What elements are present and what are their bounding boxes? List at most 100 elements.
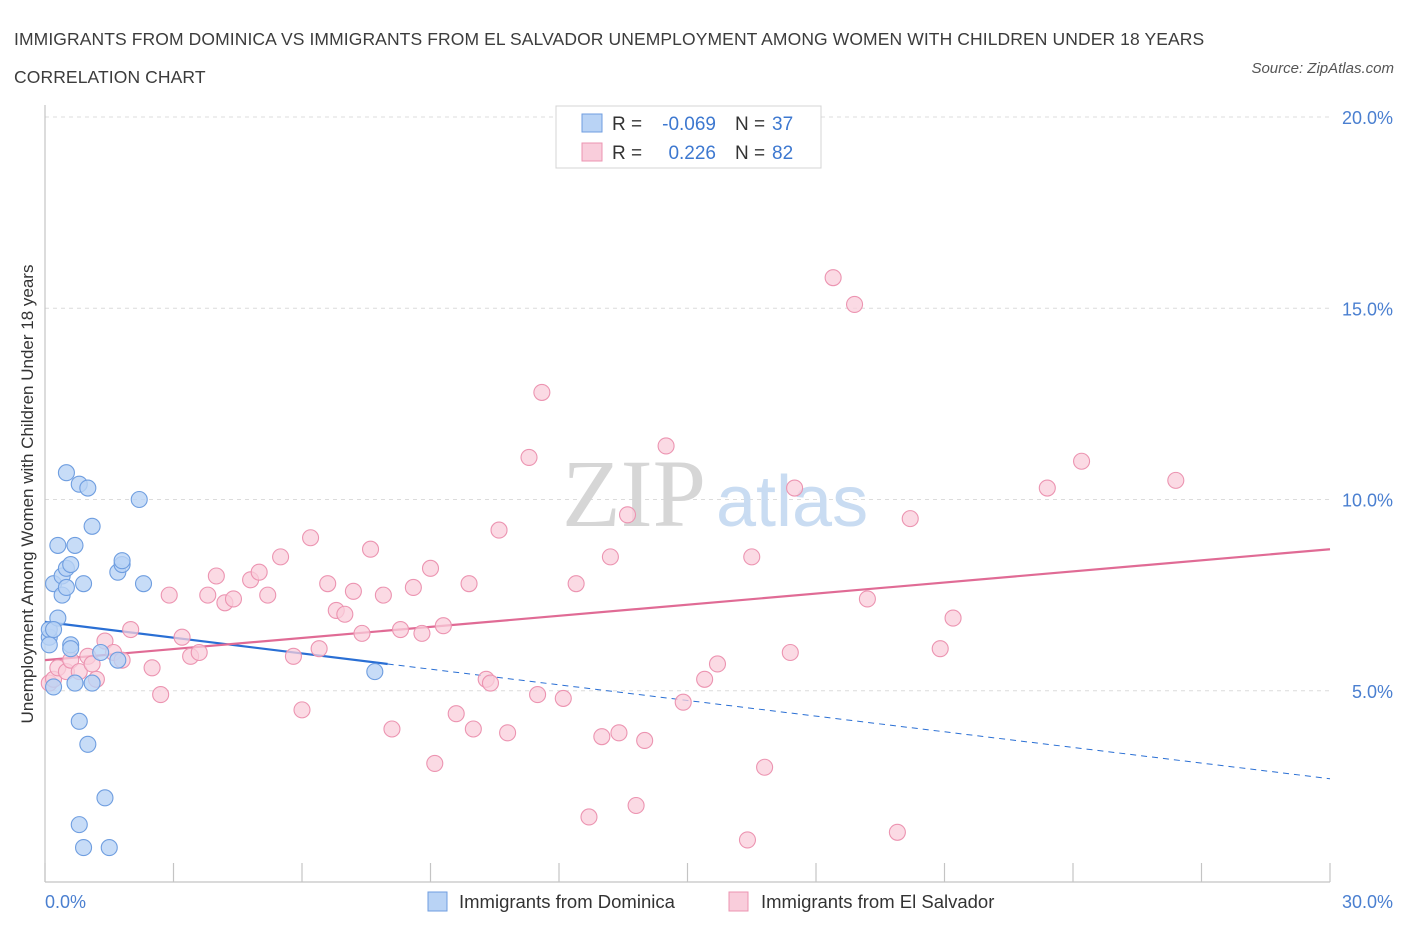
legend-swatch-elsalvador: [581, 142, 603, 162]
point-elsalvador: [344, 582, 362, 600]
point-elsalvador: [490, 521, 508, 539]
x-tick-label: 30.0%: [1342, 892, 1393, 912]
point-elsalvador: [460, 575, 478, 593]
point-elsalvador: [529, 686, 547, 704]
legend-n-value-dominica: 37: [772, 114, 793, 135]
point-elsalvador: [199, 586, 217, 604]
series-legend-label-dominica: Immigrants from Dominica: [459, 891, 676, 912]
series-legend: Immigrants from Dominica Immigrants from…: [427, 891, 994, 912]
point-dominica: [49, 536, 67, 554]
point-dominica: [83, 517, 101, 535]
tick-labels: 5.0% 10.0% 15.0% 20.0% 0.0% 30.0%: [45, 108, 1393, 912]
point-elsalvador: [421, 559, 440, 577]
point-elsalvador: [122, 620, 140, 639]
point-dominica: [83, 674, 101, 692]
data-points: [40, 269, 1185, 857]
point-elsalvador: [434, 617, 452, 635]
point-dominica: [57, 464, 75, 482]
point-dominica: [75, 575, 93, 593]
point-elsalvador: [657, 437, 675, 455]
point-elsalvador: [567, 575, 585, 593]
point-elsalvador: [901, 510, 919, 528]
point-elsalvador: [302, 529, 320, 547]
point-elsalvador: [383, 720, 401, 738]
point-elsalvador: [618, 506, 637, 524]
point-dominica: [45, 620, 63, 639]
point-elsalvador: [143, 659, 161, 677]
point-elsalvador: [404, 578, 422, 597]
point-elsalvador: [361, 540, 380, 558]
chart-title: IMMIGRANTS FROM DOMINICA VS IMMIGRANTS F…: [14, 29, 1205, 87]
y-tick-label: 10.0%: [1342, 491, 1393, 511]
point-elsalvador: [520, 448, 538, 466]
point-elsalvador: [593, 728, 611, 746]
point-elsalvador: [1167, 471, 1185, 489]
y-tick-label: 20.0%: [1342, 108, 1393, 128]
point-elsalvador: [272, 548, 290, 566]
watermark-zip: ZIP: [562, 440, 706, 547]
point-elsalvador: [481, 674, 500, 692]
point-dominica: [92, 643, 110, 662]
point-elsalvador: [636, 731, 654, 750]
point-dominica: [66, 536, 84, 554]
point-elsalvador: [284, 647, 302, 665]
point-elsalvador: [743, 548, 761, 566]
point-elsalvador: [781, 643, 799, 662]
point-dominica: [66, 674, 84, 692]
axes: [44, 105, 1331, 883]
stats-legend: R = -0.069 N = 37 R = 0.226 N = 82: [555, 105, 822, 169]
series-legend-label-elsalvador: Immigrants from El Salvador: [761, 891, 994, 912]
point-elsalvador: [824, 269, 842, 287]
point-elsalvador: [190, 643, 208, 662]
point-dominica: [57, 578, 75, 597]
point-elsalvador: [353, 624, 371, 642]
y-tick-label: 15.0%: [1342, 299, 1393, 319]
point-elsalvador: [426, 754, 444, 772]
point-dominica: [45, 678, 63, 696]
x-tick-label: 0.0%: [45, 892, 86, 912]
watermark-atlas: atlas: [716, 462, 868, 542]
series-legend-swatch-elsalvador: [728, 891, 749, 912]
point-dominica: [96, 789, 114, 807]
point-elsalvador: [336, 605, 354, 623]
point-elsalvador: [1038, 479, 1056, 497]
point-dominica: [109, 651, 127, 669]
point-elsalvador: [152, 686, 170, 704]
legend-n-label-elsalvador: N =: [735, 143, 765, 164]
point-dominica: [113, 552, 131, 570]
point-elsalvador: [554, 689, 572, 707]
point-elsalvador: [610, 724, 628, 742]
point-elsalvador: [708, 655, 727, 673]
point-elsalvador: [888, 823, 906, 841]
point-dominica: [40, 636, 58, 654]
point-elsalvador: [627, 796, 645, 815]
point-elsalvador: [259, 586, 277, 604]
point-elsalvador: [319, 575, 337, 593]
point-dominica: [62, 640, 80, 658]
trend-line-dominica-extension: [387, 663, 1331, 780]
point-elsalvador: [413, 624, 431, 642]
trend-line-dominica: [44, 620, 388, 666]
point-dominica: [130, 490, 148, 509]
point-elsalvador: [738, 831, 757, 849]
chart-source: Source: ZipAtlas.com: [1251, 60, 1394, 77]
point-dominica: [79, 479, 97, 497]
trend-lines: [44, 548, 1331, 780]
point-elsalvador: [160, 586, 178, 604]
legend-n-label-dominica: N =: [735, 114, 765, 135]
trend-line-elsalvador: [44, 548, 1331, 662]
point-elsalvador: [464, 720, 482, 738]
point-elsalvador: [786, 479, 804, 497]
series-legend-swatch-dominica: [427, 891, 448, 912]
point-elsalvador: [499, 724, 517, 742]
watermark: ZIP atlas: [562, 440, 868, 547]
legend-r-label-dominica: R =: [612, 114, 642, 135]
point-dominica: [79, 735, 97, 753]
point-elsalvador: [391, 620, 410, 639]
point-dominica: [366, 663, 384, 681]
point-elsalvador: [858, 590, 876, 608]
legend-n-value-elsalvador: 82: [772, 143, 793, 164]
point-elsalvador: [250, 563, 268, 581]
point-elsalvador: [944, 609, 962, 627]
